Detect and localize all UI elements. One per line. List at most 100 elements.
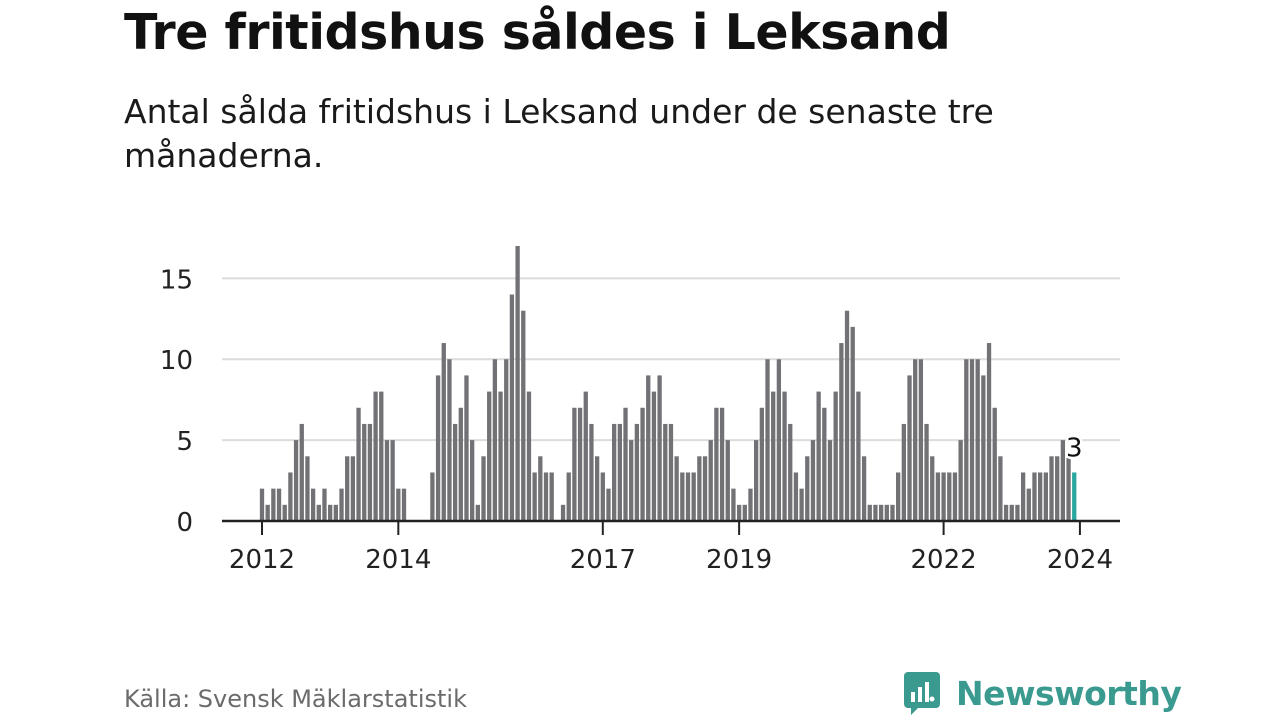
bar (981, 375, 986, 521)
x-axis (222, 519, 1120, 535)
bar (1020, 472, 1026, 521)
bar (1049, 456, 1054, 521)
bar (1026, 488, 1031, 521)
x-tick-label: 2012 (229, 545, 295, 575)
bar (901, 423, 906, 521)
bar (958, 440, 963, 521)
bar (316, 504, 321, 521)
bar (452, 423, 458, 521)
y-tick-label: 0 (176, 508, 193, 538)
bar (350, 456, 356, 521)
bar (646, 375, 651, 521)
bar (299, 423, 304, 521)
bar (674, 456, 679, 521)
bar (856, 391, 861, 521)
bar (714, 407, 719, 521)
bar (259, 488, 265, 521)
bar (1015, 504, 1020, 521)
bar (328, 504, 333, 521)
brand-name: Newsworthy (956, 673, 1182, 713)
y-tick-label: 15 (160, 265, 193, 295)
bar (776, 359, 782, 521)
bar (640, 407, 645, 521)
bar (782, 391, 787, 521)
bar (543, 472, 549, 521)
bar (1032, 472, 1037, 521)
bar (810, 440, 816, 521)
bar (606, 488, 611, 521)
bar (1038, 472, 1043, 521)
bar (975, 359, 980, 521)
bar (986, 343, 992, 521)
bar (736, 504, 742, 521)
bar (521, 310, 526, 521)
bar (293, 440, 299, 521)
bar (708, 440, 713, 521)
bar (680, 472, 685, 521)
bar (475, 504, 480, 521)
bar (896, 472, 901, 521)
bar (589, 423, 594, 521)
bar (702, 456, 708, 521)
bar (430, 472, 435, 521)
bar (396, 488, 401, 521)
bar (492, 359, 498, 521)
bar (805, 456, 810, 521)
bar-chart: 0 5 10 15 3 2012 2014 2017 2019 2022 2024 (160, 246, 1120, 575)
bar (839, 343, 844, 521)
bar (947, 472, 952, 521)
bar (447, 359, 452, 521)
bar (748, 488, 753, 521)
bar (560, 504, 566, 521)
bar (390, 440, 395, 521)
bar (992, 407, 997, 521)
bar (532, 472, 537, 521)
bar (822, 407, 827, 521)
bar (617, 423, 622, 521)
x-tick-label: 2017 (570, 545, 636, 575)
bar (1055, 456, 1060, 521)
bar (577, 407, 583, 521)
x-tick-label: 2024 (1047, 545, 1113, 575)
bar (401, 488, 407, 521)
bar (549, 472, 554, 521)
bar (515, 246, 520, 521)
bar (367, 423, 373, 521)
bar (930, 456, 935, 521)
brand-logo: Newsworthy (902, 670, 1182, 716)
bar (345, 456, 350, 521)
bar (271, 488, 276, 521)
bar (509, 294, 515, 521)
bar (850, 326, 855, 521)
bar (1003, 504, 1009, 521)
chart-subtitle: Antal sålda fritidshus i Leksand under d… (124, 92, 994, 175)
bar (305, 456, 310, 521)
y-tick-label: 5 (176, 427, 193, 457)
bar (498, 391, 503, 521)
bar (583, 391, 588, 521)
x-tick-label: 2019 (706, 545, 772, 575)
bar (265, 504, 270, 521)
bar (685, 472, 691, 521)
bar (487, 391, 492, 521)
bar (793, 472, 799, 521)
bar (742, 504, 747, 521)
bar (697, 456, 702, 521)
bar (572, 407, 577, 521)
bar (435, 375, 441, 521)
bar (691, 472, 696, 521)
bar-highlight (1072, 472, 1077, 521)
bar (878, 504, 884, 521)
bar (623, 407, 628, 521)
bar (333, 504, 338, 521)
bar (731, 488, 736, 521)
bar (668, 423, 674, 521)
bar (884, 504, 889, 521)
y-tick-label: 10 (160, 346, 193, 376)
highlight-value-label: 3 (1066, 433, 1083, 463)
bar (941, 472, 946, 521)
source-note: Källa: Svensk Mäklarstatistik (124, 685, 467, 713)
bar (918, 359, 924, 521)
bar (566, 472, 571, 521)
bar (754, 440, 759, 521)
